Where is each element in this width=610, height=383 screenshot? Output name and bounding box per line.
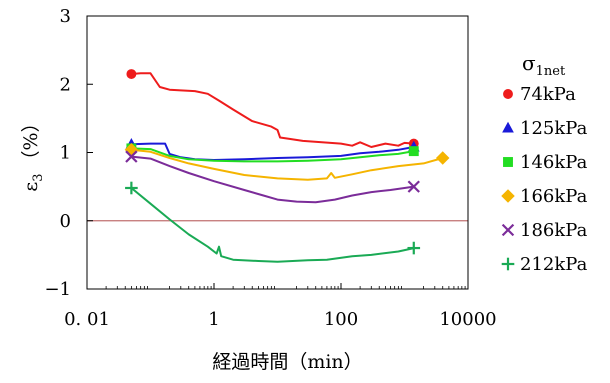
data-point [126,69,137,79]
data-point-stroke-b [407,180,420,193]
x-tick-label: 1 [208,309,219,330]
legend-marker [503,89,513,99]
legend-marker [501,223,515,237]
series-186kPa [125,150,420,204]
legend-title-symbol: σ [522,51,536,75]
data-point [125,181,138,195]
series-line [131,72,414,148]
legend-title-subscript: 1net [536,64,566,79]
data-point [407,241,421,255]
plot-area [87,69,468,263]
x-tick-label: 0. 01 [64,309,110,330]
legend-marker [501,257,515,271]
x-tick-label: 100 [324,309,358,330]
legend-entry: 212kPa [501,254,588,275]
legend-entry: 146kPa [503,152,588,173]
legend-entry: 125kPa [502,118,588,139]
y-tick-label: 2 [60,74,71,95]
y-tick-label: 1 [60,143,71,164]
series-line [131,148,443,181]
y-tick-label: 0 [60,211,71,232]
legend-label: 74kPa [520,84,576,105]
legend-entry: 74kPa [503,84,576,105]
series-212kPa [125,181,421,263]
legend-marker [503,157,513,167]
data-point [435,151,450,165]
series-line [131,142,414,161]
y-axis-title-symbol: ε [20,182,42,192]
data-point [408,146,419,157]
legend-marker-stroke-b [501,223,515,237]
x-tick-label: 10000 [439,309,496,330]
x-axis-title: 経過時間（min） [212,351,362,373]
legend-label: 212kPa [520,254,588,275]
data-point [125,150,138,163]
y-tick-label: 3 [60,6,71,27]
data-point-stroke-b [125,150,138,163]
y-axis-title-subscript: 3 [31,173,46,181]
legend-entry: 186kPa [501,220,588,241]
legend-label: 146kPa [520,152,588,173]
legend-label: 186kPa [520,220,588,241]
series-line [131,155,414,204]
y-axis-title: ε3 （%） [20,113,46,191]
legend-label: 125kPa [520,118,588,139]
legend-title: σ1net [522,51,566,79]
legend-label: 166kPa [520,186,588,207]
legend-entry: 166kPa [501,186,588,207]
series-74kPa [126,69,419,149]
series-line [130,187,415,263]
data-point [407,180,420,193]
series-line [131,147,414,163]
legend-marker [501,189,515,203]
legend-marker [502,121,514,133]
legend: σ1net 74kPa 125kPa 146kPa 166kPa 186kPa 212kPa [501,51,588,275]
y-axis-title-unit: （%） [20,113,42,169]
y-tick-label: −1 [44,279,71,300]
